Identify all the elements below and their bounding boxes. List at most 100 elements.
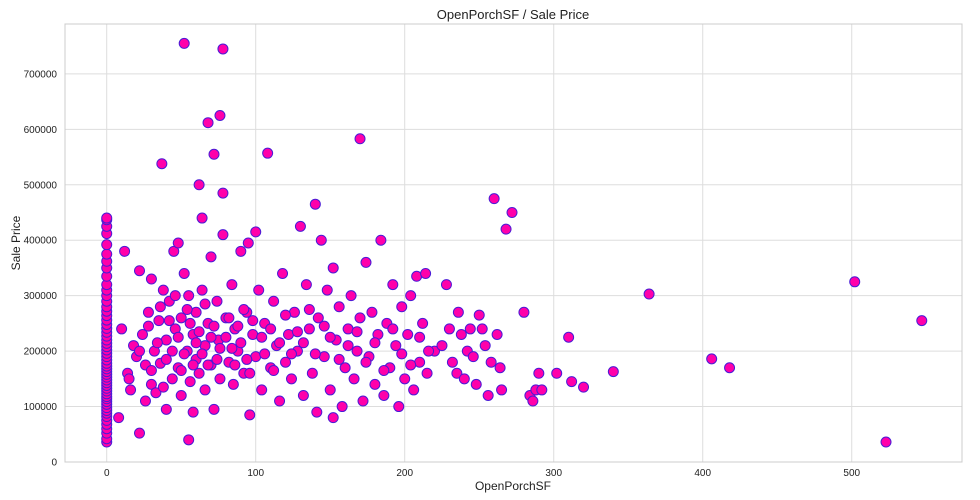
y-tick-label: 0 bbox=[51, 458, 57, 469]
x-tick-label: 400 bbox=[694, 468, 711, 479]
data-point bbox=[119, 245, 131, 257]
data-point bbox=[387, 323, 399, 335]
data-point bbox=[351, 326, 363, 338]
data-point bbox=[208, 403, 220, 415]
data-point bbox=[452, 306, 464, 318]
data-point bbox=[250, 226, 262, 238]
data-point bbox=[506, 207, 518, 219]
data-point bbox=[916, 315, 928, 327]
data-point bbox=[187, 359, 199, 371]
data-point bbox=[396, 348, 408, 360]
data-point bbox=[123, 373, 135, 385]
data-point bbox=[443, 323, 455, 335]
data-point bbox=[142, 320, 154, 332]
data-point bbox=[205, 331, 217, 343]
data-point bbox=[536, 384, 548, 396]
data-point bbox=[256, 384, 268, 396]
data-point bbox=[405, 290, 417, 302]
data-point bbox=[247, 315, 259, 327]
data-point bbox=[458, 373, 470, 385]
data-point bbox=[351, 345, 363, 357]
data-point bbox=[113, 412, 125, 424]
data-point bbox=[151, 337, 163, 349]
data-point bbox=[327, 412, 339, 424]
data-point bbox=[101, 248, 113, 260]
x-tick-label: 0 bbox=[104, 468, 110, 479]
data-point bbox=[706, 353, 718, 365]
data-point bbox=[175, 389, 187, 401]
chart-title: OpenPorchSF / Sale Price bbox=[437, 7, 589, 22]
data-point bbox=[312, 312, 324, 324]
data-point bbox=[202, 359, 214, 371]
data-point bbox=[309, 348, 321, 360]
data-point bbox=[232, 320, 244, 332]
data-point bbox=[214, 342, 226, 354]
data-point bbox=[470, 378, 482, 390]
data-point bbox=[473, 309, 485, 321]
data-point bbox=[208, 148, 220, 160]
data-point bbox=[214, 373, 226, 385]
data-point bbox=[280, 309, 292, 321]
data-point bbox=[339, 362, 351, 374]
data-point bbox=[724, 362, 736, 374]
data-point bbox=[551, 367, 563, 379]
data-point bbox=[217, 229, 229, 241]
data-point bbox=[578, 381, 590, 393]
data-point bbox=[153, 315, 165, 327]
data-point bbox=[184, 317, 196, 329]
data-point bbox=[488, 193, 500, 205]
data-point bbox=[482, 389, 494, 401]
data-point bbox=[253, 284, 265, 296]
data-point bbox=[142, 306, 154, 318]
x-tick-label: 300 bbox=[545, 468, 562, 479]
data-point bbox=[563, 331, 575, 343]
data-point bbox=[494, 362, 506, 374]
data-point bbox=[420, 267, 432, 279]
data-point bbox=[360, 356, 372, 368]
data-point bbox=[321, 284, 333, 296]
data-point bbox=[607, 366, 619, 378]
data-point bbox=[285, 373, 297, 385]
grid bbox=[65, 24, 962, 463]
data-point bbox=[172, 237, 184, 249]
data-point bbox=[242, 237, 254, 249]
data-point bbox=[518, 306, 530, 318]
data-point bbox=[134, 265, 146, 277]
data-point bbox=[116, 323, 128, 335]
data-point bbox=[268, 295, 280, 307]
data-point bbox=[181, 304, 193, 316]
data-point bbox=[145, 273, 157, 285]
data-point bbox=[175, 312, 187, 324]
data-point bbox=[280, 356, 292, 368]
data-point bbox=[226, 342, 238, 354]
data-point bbox=[205, 251, 217, 263]
data-point bbox=[199, 384, 211, 396]
data-point bbox=[160, 403, 172, 415]
data-point bbox=[211, 295, 223, 307]
data-point bbox=[414, 331, 426, 343]
data-point bbox=[274, 337, 286, 349]
data-point bbox=[208, 320, 220, 332]
data-point bbox=[175, 365, 187, 377]
data-point bbox=[369, 337, 381, 349]
data-point bbox=[160, 353, 172, 365]
data-point bbox=[303, 323, 315, 335]
data-point bbox=[476, 323, 488, 335]
data-point bbox=[451, 367, 463, 379]
data-point bbox=[220, 331, 232, 343]
data-point bbox=[274, 395, 286, 407]
data-point bbox=[265, 323, 277, 335]
data-point bbox=[333, 301, 345, 313]
y-tick-label: 600000 bbox=[24, 125, 58, 136]
data-point bbox=[217, 43, 229, 55]
data-point bbox=[262, 147, 274, 159]
data-point bbox=[467, 351, 479, 363]
data-point bbox=[169, 290, 181, 302]
data-point bbox=[134, 345, 146, 357]
data-point bbox=[399, 373, 411, 385]
data-point bbox=[256, 331, 268, 343]
data-point bbox=[217, 187, 229, 199]
data-point bbox=[408, 384, 420, 396]
data-point bbox=[464, 323, 476, 335]
data-point bbox=[436, 340, 448, 352]
